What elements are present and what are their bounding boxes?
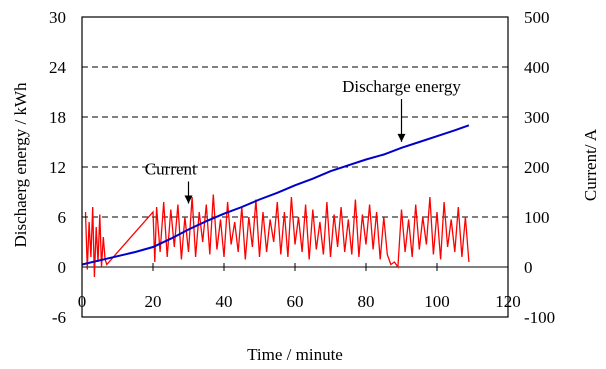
y-left-tick-label: -6	[52, 308, 66, 327]
y-right-tick-label: 500	[524, 8, 550, 27]
x-tick-label: 60	[287, 292, 304, 311]
x-tick-label: 120	[495, 292, 521, 311]
annotations: Discharge energy Current	[145, 77, 461, 204]
y-right-tick-label: 400	[524, 58, 550, 77]
y-right-tick-label: -100	[524, 308, 555, 327]
current-line	[84, 194, 470, 278]
current-series	[84, 194, 470, 278]
annotation-label: Current	[145, 160, 197, 179]
y-left-tick-label: 24	[49, 58, 67, 77]
y-axis-right-title: Current/ A	[581, 128, 600, 201]
y-left-tick-label: 6	[58, 208, 67, 227]
x-tick-label: 0	[78, 292, 87, 311]
plot-frame	[81, 16, 509, 318]
x-axis-title: Time / minute	[247, 345, 343, 364]
energy-series	[81, 124, 470, 266]
y-left-tick-label: 30	[49, 8, 66, 27]
x-tick-label: 40	[216, 292, 233, 311]
annotation-label: Discharge energy	[342, 77, 461, 96]
tick-labels: -6 0 6 12 18 24 30 -100 0 100 200 300 400 500 0 20 40 60 8…	[49, 8, 555, 327]
x-tick-label: 80	[358, 292, 375, 311]
y-right-tick-label: 0	[524, 258, 533, 277]
annotation-arrow-head	[184, 195, 193, 204]
y-left-tick-label: 18	[49, 108, 66, 127]
y-left-tick-label: 0	[58, 258, 67, 277]
x-tick-label: 100	[424, 292, 450, 311]
y-left-tick-label: 12	[49, 158, 66, 177]
annotation-arrow-head	[397, 133, 406, 142]
x-tick-label: 20	[145, 292, 162, 311]
discharge-energy-line	[81, 124, 470, 266]
y-right-tick-label: 200	[524, 158, 550, 177]
y-axis-left-title: Dischaerg energy / kWh	[11, 82, 30, 248]
y-right-tick-label: 300	[524, 108, 550, 127]
y-right-tick-label: 100	[524, 208, 550, 227]
